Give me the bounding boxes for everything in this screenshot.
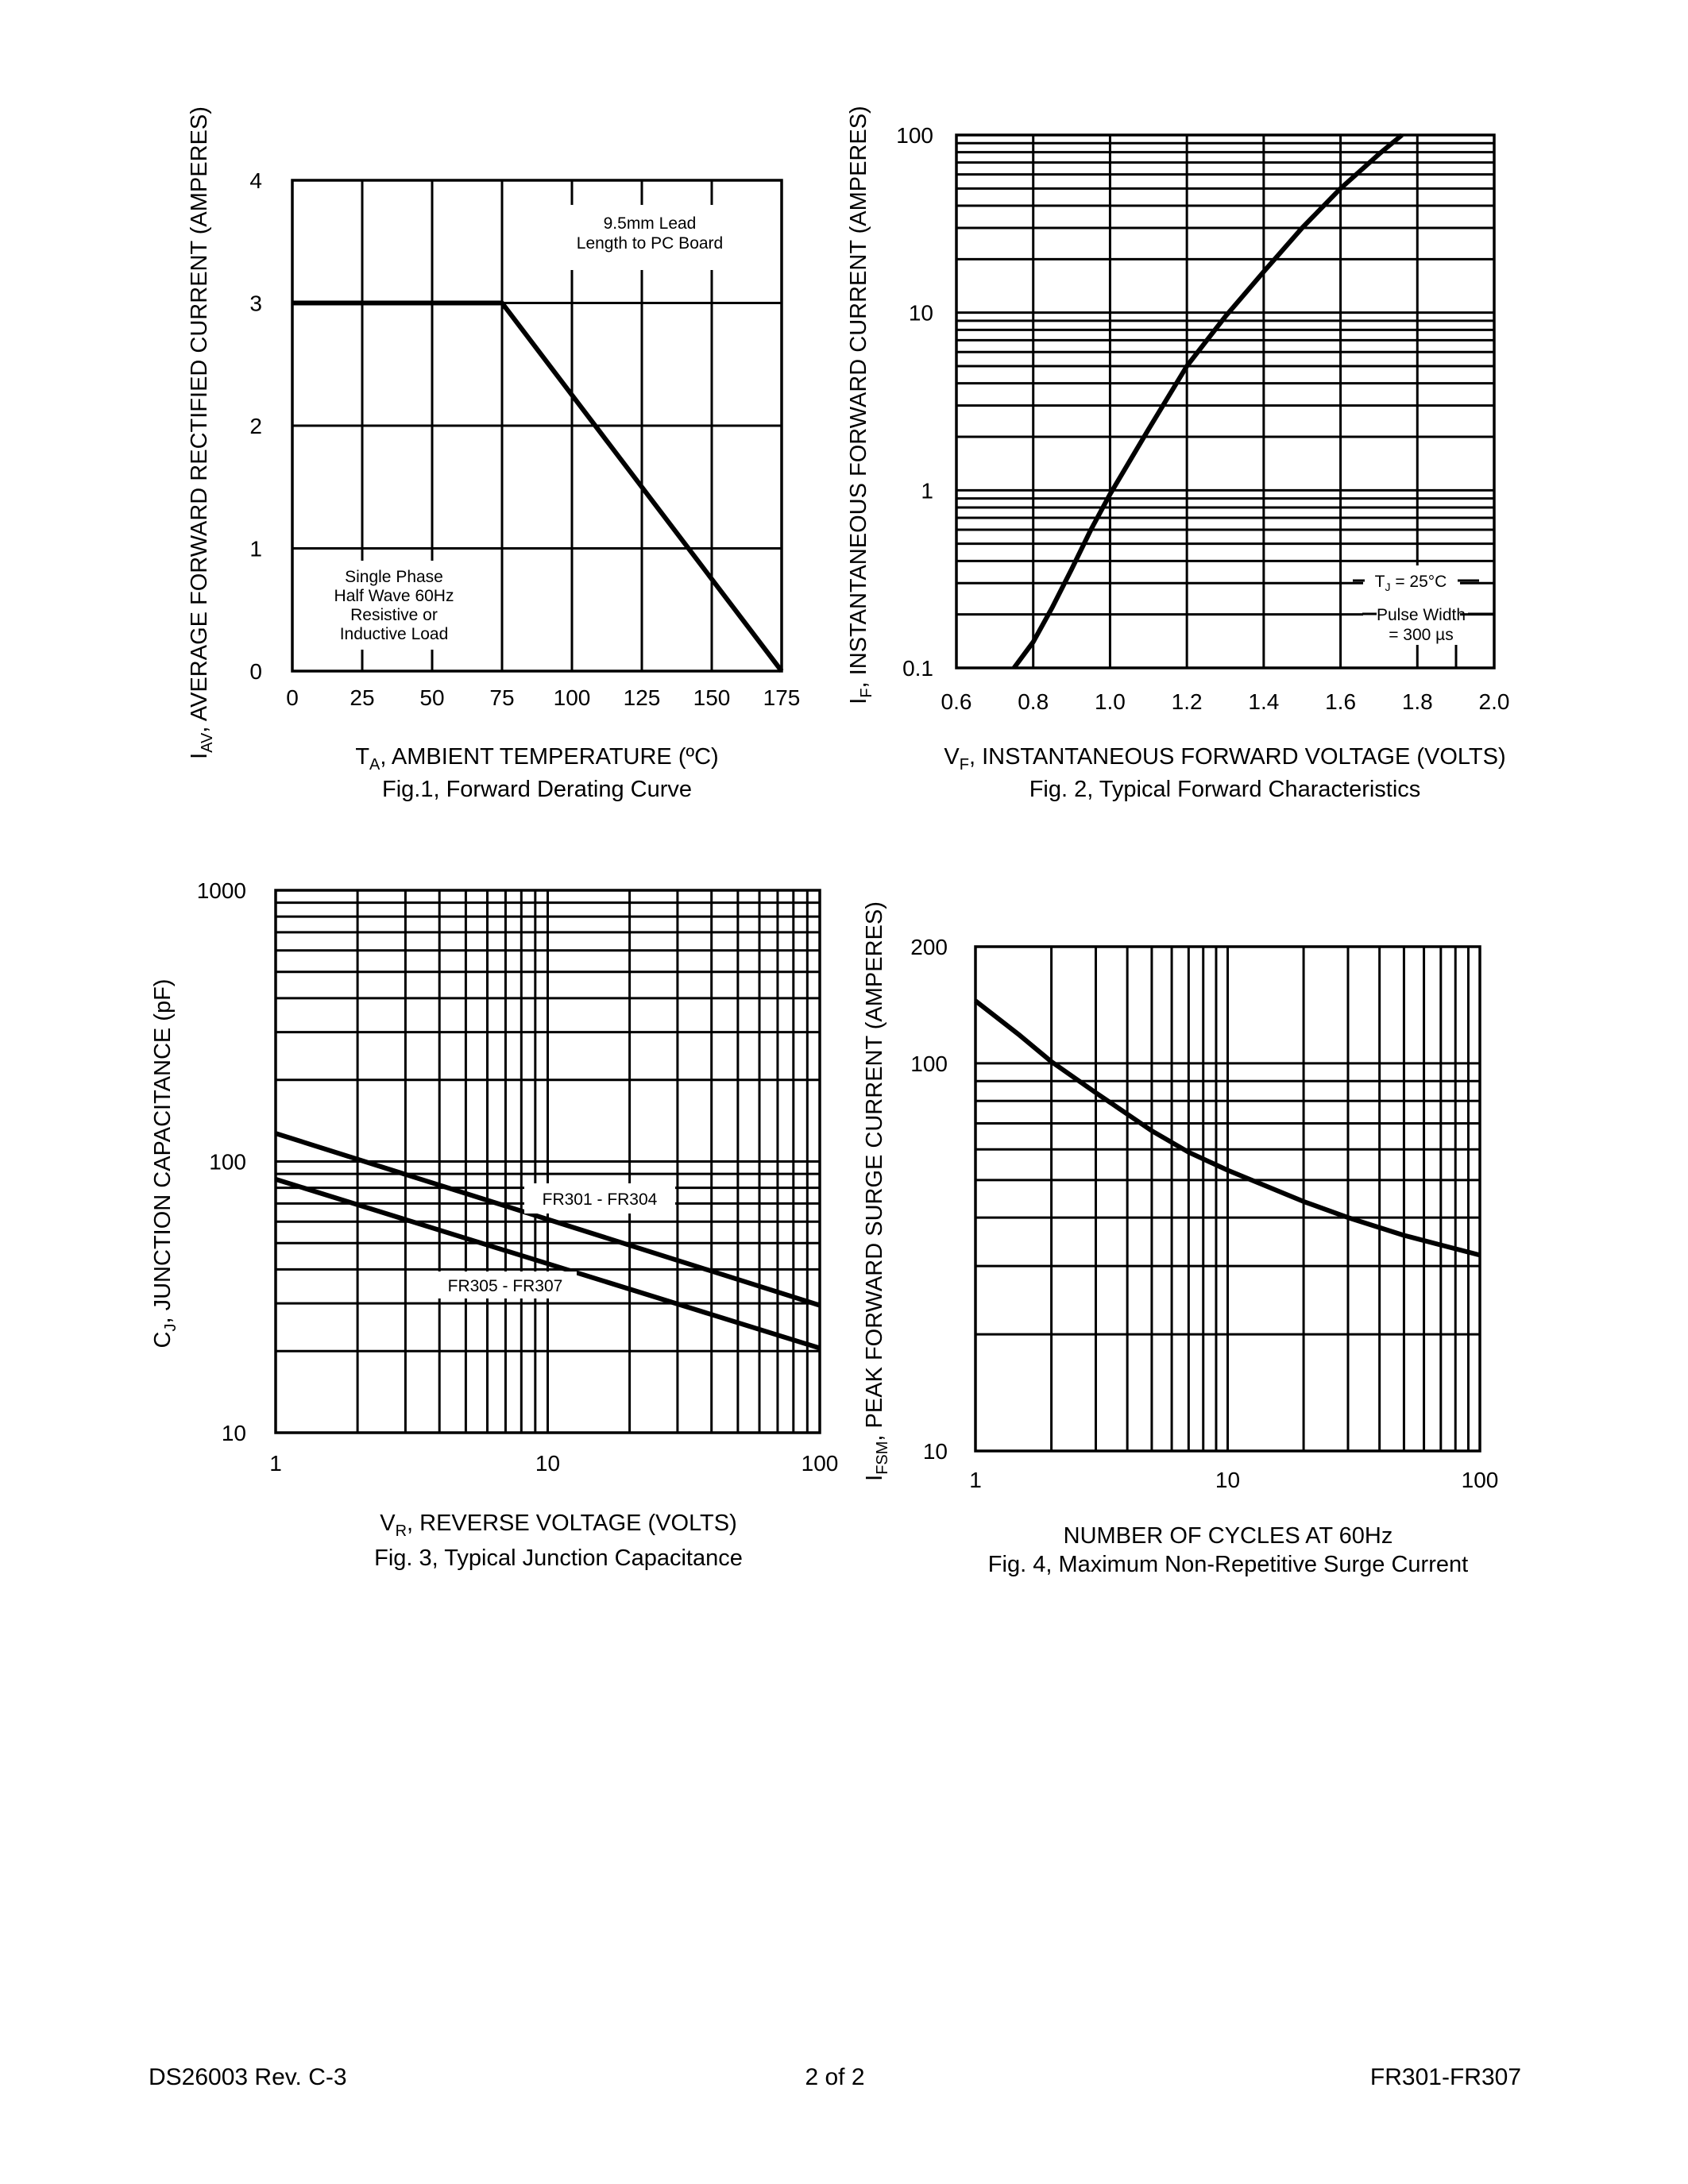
plot-frame bbox=[955, 133, 1496, 669]
x-tick-label: 1.6 bbox=[1325, 689, 1356, 714]
series-line-1 bbox=[974, 998, 1481, 1258]
fig3-ylabel: CJ, JUNCTION CAPACITANCE (pF) bbox=[150, 979, 180, 1349]
fig1-annotation-load: Single Phase Half Wave 60Hz Resistive or… bbox=[328, 561, 460, 650]
x-tick-label: 100 bbox=[1462, 1468, 1499, 1492]
x-tick-label: 2.0 bbox=[1479, 689, 1510, 714]
series-label-fr305: FR305 - FR307 bbox=[448, 1277, 563, 1295]
pulse-width-label: Pulse Width bbox=[1377, 606, 1466, 624]
y-tick-label: 10 bbox=[222, 1421, 246, 1445]
y-tick-label: 2 bbox=[249, 414, 262, 438]
chart-fig4: 1 10 100 10 100 200 bbox=[910, 935, 1498, 1492]
y-tick-label: 200 bbox=[910, 935, 948, 959]
series-line-1 bbox=[275, 1131, 821, 1308]
y-tick-label: 0.1 bbox=[902, 656, 933, 681]
annotation-line: Resistive or bbox=[350, 606, 438, 624]
y-tick-label: 1 bbox=[249, 537, 262, 561]
fig2-annotation: TJ = 25°C Pulse Width = 300 µs bbox=[1353, 565, 1494, 668]
plot-frame bbox=[274, 889, 821, 1434]
tj-label: TJ = 25°C bbox=[1375, 573, 1447, 593]
x-tick-label: 1.0 bbox=[1095, 689, 1126, 714]
annotation-line: Half Wave 60Hz bbox=[334, 587, 454, 605]
x-tick-label: 100 bbox=[802, 1451, 839, 1476]
x-tick-label: 75 bbox=[489, 685, 514, 710]
fig1-caption: Fig.1, Forward Derating Curve bbox=[382, 777, 692, 802]
annotation-line: Inductive Load bbox=[340, 625, 449, 643]
x-tick-label: 100 bbox=[554, 685, 591, 710]
x-tick-label: 1 bbox=[969, 1468, 982, 1492]
y-tick-label: 1 bbox=[921, 478, 933, 503]
x-tick-label: 10 bbox=[1215, 1468, 1240, 1492]
series-label-fr301: FR301 - FR304 bbox=[543, 1190, 658, 1209]
fig2-caption: Fig. 2, Typical Forward Characteristics bbox=[1029, 777, 1421, 802]
x-tick-label: 175 bbox=[763, 685, 801, 710]
plot-frame bbox=[291, 179, 783, 673]
fig1-xlabel: TA, AMBIENT TEMPERATURE (ºC) bbox=[355, 744, 718, 774]
y-tick-label: 100 bbox=[910, 1051, 948, 1076]
chart-fig2: 0.6 0.8 1.0 1.2 1.4 1.6 1.8 2.0 0.1 1 10 100 bbox=[896, 123, 1509, 714]
pulse-width-value: = 300 µs bbox=[1389, 626, 1454, 644]
fig2-xlabel: VF, INSTANTANEOUS FORWARD VOLTAGE (VOLTS… bbox=[944, 744, 1505, 774]
plot-frame bbox=[974, 945, 1481, 1453]
fig3-xlabel: VR, REVERSE VOLTAGE (VOLTS) bbox=[380, 1511, 737, 1540]
y-tick-label: 100 bbox=[896, 123, 933, 148]
chart-fig3: 1 10 100 10 100 1000 bbox=[197, 878, 839, 1476]
fig2-ylabel: IF, INSTANTANEOUS FORWARD CURRENT (AMPER… bbox=[846, 106, 875, 704]
y-tick-label: 4 bbox=[249, 168, 262, 193]
fig1-ylabel: IAV, AVERAGE FORWARD RECTIFIED CURRENT (… bbox=[187, 106, 216, 759]
x-tick-label: 0 bbox=[286, 685, 299, 710]
x-tick-label: 50 bbox=[419, 685, 444, 710]
x-tick-label: 10 bbox=[535, 1451, 560, 1476]
y-tick-label: 0 bbox=[249, 659, 262, 684]
fig3-caption: Fig. 3, Typical Junction Capacitance bbox=[374, 1545, 743, 1571]
x-tick-label: 25 bbox=[350, 685, 374, 710]
series-line-2 bbox=[275, 1177, 821, 1351]
fig3-series-labels: FR301 - FR304 FR305 - FR307 bbox=[435, 1183, 675, 1298]
x-tick-label: 1.2 bbox=[1172, 689, 1203, 714]
x-tick-label: 1.4 bbox=[1248, 689, 1279, 714]
annotation-line: 9.5mm Lead bbox=[604, 214, 697, 233]
y-tick-label: 100 bbox=[209, 1150, 246, 1175]
footer-doc-number: DS26003 Rev. C-3 bbox=[149, 2064, 347, 2090]
footer-part-number: FR301-FR307 bbox=[1370, 2064, 1521, 2090]
annotation-line: Length to PC Board bbox=[577, 234, 723, 253]
series-line-1 bbox=[1012, 133, 1404, 669]
fig4-caption: Fig. 4, Maximum Non-Repetitive Surge Cur… bbox=[988, 1552, 1468, 1577]
y-tick-label: 1000 bbox=[197, 878, 246, 903]
x-tick-label: 0.6 bbox=[941, 689, 972, 714]
series-line-1 bbox=[292, 300, 784, 673]
x-tick-label: 150 bbox=[693, 685, 731, 710]
fig1-annotation-lead: 9.5mm Lead Length to PC Board bbox=[542, 205, 758, 270]
charts-layer: 0 25 50 75 100 125 150 175 0 1 2 3 4 0.6 0.8 1.0 1.2 1.4 1… bbox=[197, 123, 1510, 1492]
x-tick-label: 125 bbox=[624, 685, 661, 710]
x-tick-label: 1.8 bbox=[1402, 689, 1433, 714]
fig4-xlabel: NUMBER OF CYCLES AT 60Hz bbox=[1064, 1523, 1393, 1549]
footer-page-number: 2 of 2 bbox=[805, 2064, 864, 2090]
annotation-line: Single Phase bbox=[345, 568, 443, 586]
y-tick-label: 3 bbox=[249, 291, 262, 316]
y-tick-label: 10 bbox=[923, 1439, 948, 1464]
y-tick-label: 10 bbox=[909, 301, 933, 326]
fig4-ylabel: IFSM, PEAK FORWARD SURGE CURRENT (AMPERE… bbox=[862, 901, 891, 1481]
x-tick-label: 0.8 bbox=[1018, 689, 1049, 714]
x-tick-label: 1 bbox=[269, 1451, 282, 1476]
